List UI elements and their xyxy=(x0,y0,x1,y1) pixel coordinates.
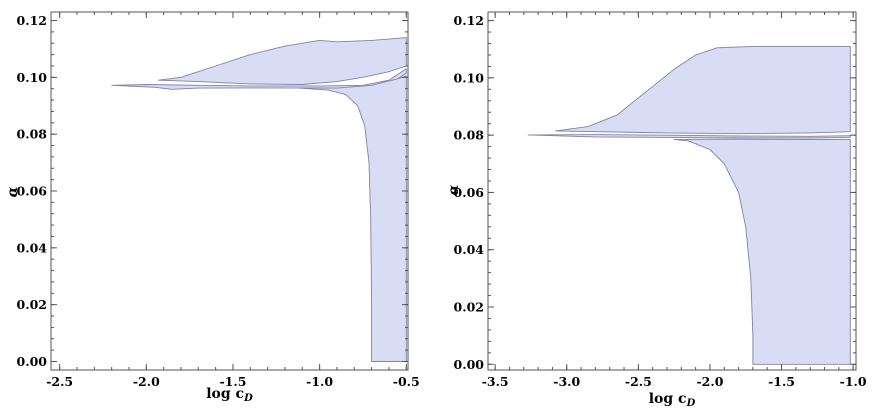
y-tick-label: 0.02 xyxy=(454,299,484,314)
y-axis-label: α xyxy=(5,186,21,197)
plot-frame xyxy=(487,11,857,371)
x-tick-label: -1.0 xyxy=(306,374,333,389)
x-tick-label: -0.5 xyxy=(393,374,420,389)
allowed-region-2 xyxy=(111,68,407,90)
x-tick-label: -2.0 xyxy=(696,374,723,389)
y-tick-label: 0.00 xyxy=(454,357,485,372)
x-tick-label: -3.5 xyxy=(482,374,509,389)
x-tick-label: -2.5 xyxy=(625,374,652,389)
y-tick-label: 0.12 xyxy=(17,13,47,28)
y-tick-label: 0.06 xyxy=(454,185,485,200)
x-axis-label: log cD xyxy=(649,391,696,409)
y-tick-label: 0.10 xyxy=(17,70,48,85)
y-tick-label: 0.04 xyxy=(454,242,485,257)
x-tick-label: -1.5 xyxy=(219,374,246,389)
y-axis-label: α xyxy=(446,184,462,195)
allowed-region-3 xyxy=(673,138,851,365)
y-tick-label: 0.02 xyxy=(17,297,47,312)
allowed-region-2 xyxy=(527,134,851,139)
left-panel: -2.5 -2.0 -1.5 -1.0 -0.5 0.00 0.02 0.04 0.06 0.08… xyxy=(5,11,420,404)
allowed-region-1 xyxy=(157,37,407,85)
y-tick-label: 0.00 xyxy=(17,354,48,369)
x-tick-label: -2.0 xyxy=(133,374,160,389)
y-tick-label: 0.06 xyxy=(17,184,48,199)
x-tick-label: -3.0 xyxy=(553,374,580,389)
x-tick-label: -1.0 xyxy=(840,374,867,389)
y-tick-label: 0.08 xyxy=(454,128,485,143)
y-tick-label: 0.04 xyxy=(17,240,48,255)
allowed-region-1 xyxy=(554,45,851,135)
allowed-region-3 xyxy=(298,75,407,362)
x-tick-label: -2.5 xyxy=(46,374,73,389)
y-tick-label: 0.10 xyxy=(454,70,485,85)
y-tick-label: 0.08 xyxy=(17,127,48,142)
y-tick-label: 0.12 xyxy=(454,13,484,28)
x-tick-label: -1.5 xyxy=(768,374,795,389)
right-panel: -3.5 -3.0 -2.5 -2.0 -1.5 -1.0 0.00 0.02 0.04 0.06… xyxy=(446,11,867,409)
x-axis-label: log cD xyxy=(206,386,253,404)
